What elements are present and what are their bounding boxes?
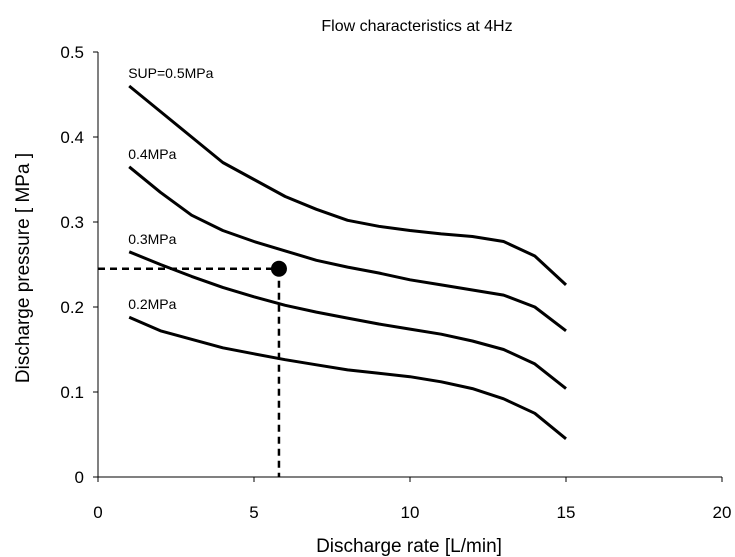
y-tick-label: 0.3 [60,213,84,232]
curve-4 [128,315,567,440]
curve-label: 0.3MPa [128,231,176,247]
tick-labels: 0 0.1 0.2 0.3 0.4 0.5 0 5 10 15 20 [60,43,731,522]
curve-labels: SUP=0.5MPa 0.4MPa 0.3MPa 0.2MPa [128,65,213,312]
curve-2 [128,165,567,332]
y-tick-label: 0.5 [60,43,84,62]
x-tick-label: 20 [713,503,732,522]
curve-label: SUP=0.5MPa [128,65,213,81]
marker-guides [98,267,281,477]
curve-label: 0.2MPa [128,296,176,312]
y-tick-label: 0.1 [60,383,84,402]
curve-label: 0.4MPa [128,146,176,162]
operating-point-marker [270,260,287,277]
chart-title: Flow characteristics at 4Hz [321,18,512,35]
y-tick-label: 0 [75,468,84,487]
x-tick-label: 0 [93,503,102,522]
x-tick-label: 5 [249,503,258,522]
curves [128,84,568,440]
y-tick-label: 0.4 [60,128,84,147]
curve-1 [128,84,568,287]
y-tick-label: 0.2 [60,298,84,317]
x-tick-label: 10 [401,503,420,522]
x-tick-label: 15 [557,503,576,522]
y-axis-title: Discharge pressure [ MPa ] [13,153,34,383]
x-axis-title: Discharge rate [L/min] [316,536,502,557]
axes [93,51,723,482]
curve-3 [128,250,567,390]
